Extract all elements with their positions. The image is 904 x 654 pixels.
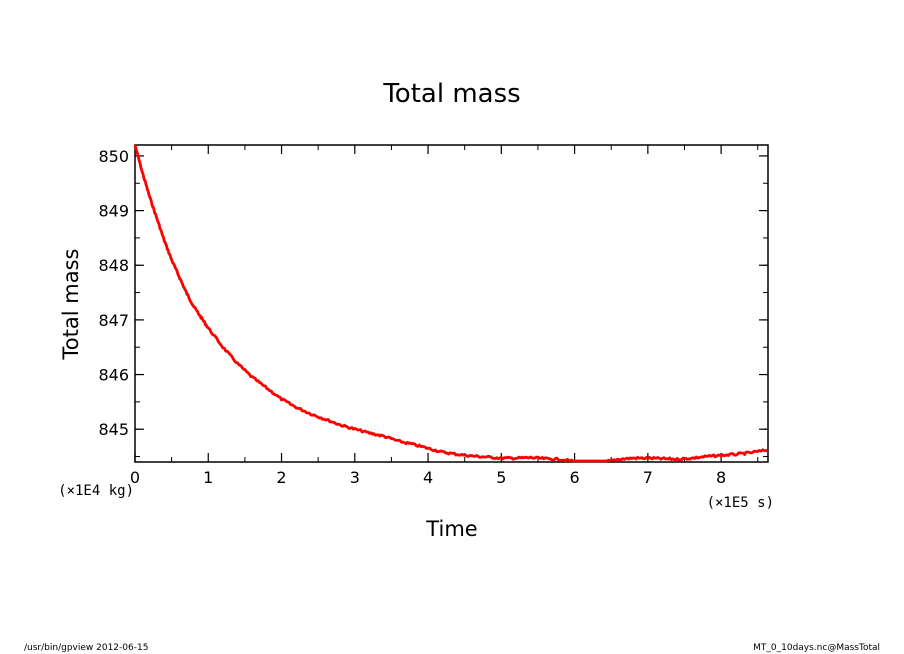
x-axis-label: Time (425, 517, 477, 541)
x-tick-label: 6 (569, 468, 579, 487)
footer-right: MT_0_10days.nc@MassTotal (753, 643, 880, 653)
x-tick-label: 1 (203, 468, 213, 487)
y-tick-label: 849 (98, 202, 129, 221)
series-line (133, 144, 769, 463)
plot-frame (134, 144, 769, 463)
x-unit-label: (×1E5 s) (707, 495, 774, 511)
y-tick-label: 850 (98, 147, 129, 166)
y-tick-label: 847 (98, 311, 129, 330)
y-tick-label: 845 (98, 420, 129, 439)
x-tick-label: 3 (350, 468, 360, 487)
y-axis-label: Total mass (59, 249, 83, 361)
x-tick-label: 7 (643, 468, 653, 487)
y-tick-label: 848 (98, 256, 129, 275)
y-axis: 845 846 847 848 849 850 (98, 147, 768, 458)
x-tick-label: 8 (716, 468, 726, 487)
y-unit-label: (×1E4 kg) (58, 483, 134, 499)
footer-left: /usr/bin/gpview 2012-06-15 (24, 643, 149, 653)
x-tick-label: 0 (130, 468, 140, 487)
x-tick-label: 2 (276, 468, 286, 487)
x-tick-label: 5 (496, 468, 506, 487)
x-axis: 0 1 2 3 4 5 6 7 8 (130, 145, 759, 487)
y-tick-label: 846 (98, 366, 129, 385)
x-tick-label: 4 (423, 468, 433, 487)
chart-title: Total mass (382, 79, 520, 109)
